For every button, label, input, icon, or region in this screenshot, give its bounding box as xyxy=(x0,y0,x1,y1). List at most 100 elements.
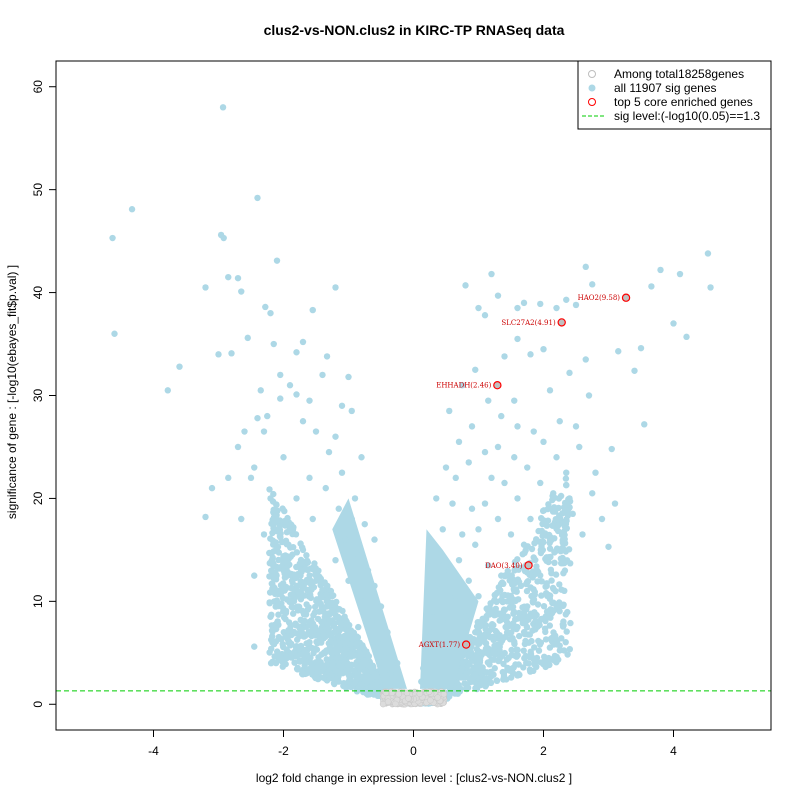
sig-gene-point xyxy=(319,371,326,379)
sig-gene-point xyxy=(572,301,580,309)
sig-gene-point xyxy=(482,683,489,690)
sig-gene-point xyxy=(335,632,342,639)
sig-gene-point xyxy=(505,654,512,661)
nonsig-gene-point xyxy=(416,690,424,697)
sig-gene-point xyxy=(349,636,356,643)
sig-gene-point xyxy=(283,653,290,661)
sig-gene-point xyxy=(546,622,553,629)
sig-gene-point xyxy=(579,531,586,538)
sig-gene-point xyxy=(455,556,463,564)
sig-gene-point xyxy=(264,412,271,420)
sig-gene-point xyxy=(514,495,521,502)
sig-gene-point xyxy=(523,580,530,588)
sig-gene-point xyxy=(559,510,566,517)
sig-gene-point xyxy=(266,486,273,493)
sig-gene-point xyxy=(294,636,301,643)
sig-gene-point xyxy=(332,433,339,440)
sig-gene-point xyxy=(274,618,281,625)
sig-gene-point xyxy=(555,504,562,512)
sig-gene-point xyxy=(289,551,296,558)
sig-gene-point xyxy=(511,640,518,647)
sig-gene-point xyxy=(436,556,443,564)
legend-box xyxy=(577,60,772,130)
sig-gene-point xyxy=(507,592,514,600)
sig-gene-point xyxy=(509,603,517,611)
sig-gene-point xyxy=(481,500,489,507)
sig-gene-point xyxy=(557,548,564,555)
sig-gene-point xyxy=(282,615,289,623)
sig-gene-point xyxy=(257,387,264,394)
sig-gene-point xyxy=(533,654,541,662)
sig-gene-point xyxy=(520,647,527,654)
legend-top-marker xyxy=(588,98,596,106)
sig-gene-point xyxy=(517,582,524,589)
sig-gene-point xyxy=(394,659,401,667)
sig-gene-point xyxy=(286,526,294,533)
y-axis: 0 10 20 30 40 50 60 xyxy=(31,80,56,708)
sig-gene-point xyxy=(371,536,378,543)
sig-gene-point xyxy=(344,661,351,669)
sig-gene-point xyxy=(561,587,568,594)
legend-top-label: top 5 core enriched genes xyxy=(614,95,753,109)
sig-gene-point xyxy=(550,490,557,497)
sig-gene-point xyxy=(527,648,534,655)
sig-gene-point xyxy=(202,513,209,521)
sig-gene-point xyxy=(260,531,268,538)
sig-gene-point xyxy=(420,665,427,672)
sig-gene-point xyxy=(342,536,349,543)
sig-gene-point xyxy=(707,284,714,291)
sig-gene-point xyxy=(357,681,365,688)
sig-gene-point xyxy=(537,479,544,487)
sig-gene-point xyxy=(523,624,531,631)
sig-gene-point xyxy=(219,104,227,111)
sig-gene-point xyxy=(474,619,481,626)
sig-gene-point xyxy=(254,194,261,202)
sig-gene-point xyxy=(338,469,346,476)
sig-gene-point xyxy=(524,464,531,471)
sig-gene-point xyxy=(479,615,486,622)
sig-gene-point xyxy=(306,639,313,646)
sig-gene-point xyxy=(522,547,529,554)
sig-gene-point xyxy=(527,668,534,675)
sig-gene-point xyxy=(333,598,340,606)
sig-gene-point xyxy=(471,671,479,678)
sig-gene-point xyxy=(316,600,323,607)
sig-gene-point xyxy=(338,622,345,629)
sig-gene-point xyxy=(300,670,307,678)
sig-gene-point xyxy=(306,618,313,626)
sig-gene-point xyxy=(338,402,346,409)
sig-gene-point xyxy=(527,351,534,358)
sig-gene-point xyxy=(472,629,479,636)
sig-gene-point xyxy=(488,608,495,615)
sig-gene-point xyxy=(268,636,275,643)
legend-sig-line-label: sig level:(-log10(0.05)==1.3 xyxy=(614,109,760,123)
sig-gene-point xyxy=(312,577,320,584)
sig-gene-point xyxy=(348,515,355,523)
sig-gene-point xyxy=(537,572,544,579)
dense-core xyxy=(332,498,479,689)
sig-gene-point xyxy=(481,312,489,319)
sig-gene-point xyxy=(241,428,248,435)
sig-gene-point xyxy=(262,303,269,311)
top-gene-label: EHHADH(2.46) xyxy=(436,382,491,390)
sig-gene-point xyxy=(297,566,305,574)
sig-gene-point xyxy=(324,621,332,628)
sig-gene-point xyxy=(276,517,283,524)
sig-gene-point xyxy=(304,559,312,566)
sig-gene-point xyxy=(271,590,279,597)
sig-gene-point xyxy=(371,582,378,590)
sig-gene-point xyxy=(238,288,245,295)
sig-gene-point xyxy=(270,340,277,348)
sig-gene-point xyxy=(491,592,499,599)
sig-gene-point xyxy=(273,625,280,633)
sig-gene-point xyxy=(542,663,549,671)
sig-gene-point xyxy=(540,539,547,546)
sig-gene-point xyxy=(299,418,307,425)
sig-gene-point xyxy=(275,549,282,556)
sig-gene-point xyxy=(266,599,273,606)
sig-gene-point xyxy=(499,652,506,660)
sig-gene-point xyxy=(641,421,648,428)
sig-gene-point xyxy=(279,663,286,670)
sig-gene-point xyxy=(559,621,566,628)
sig-gene-point xyxy=(558,531,566,539)
